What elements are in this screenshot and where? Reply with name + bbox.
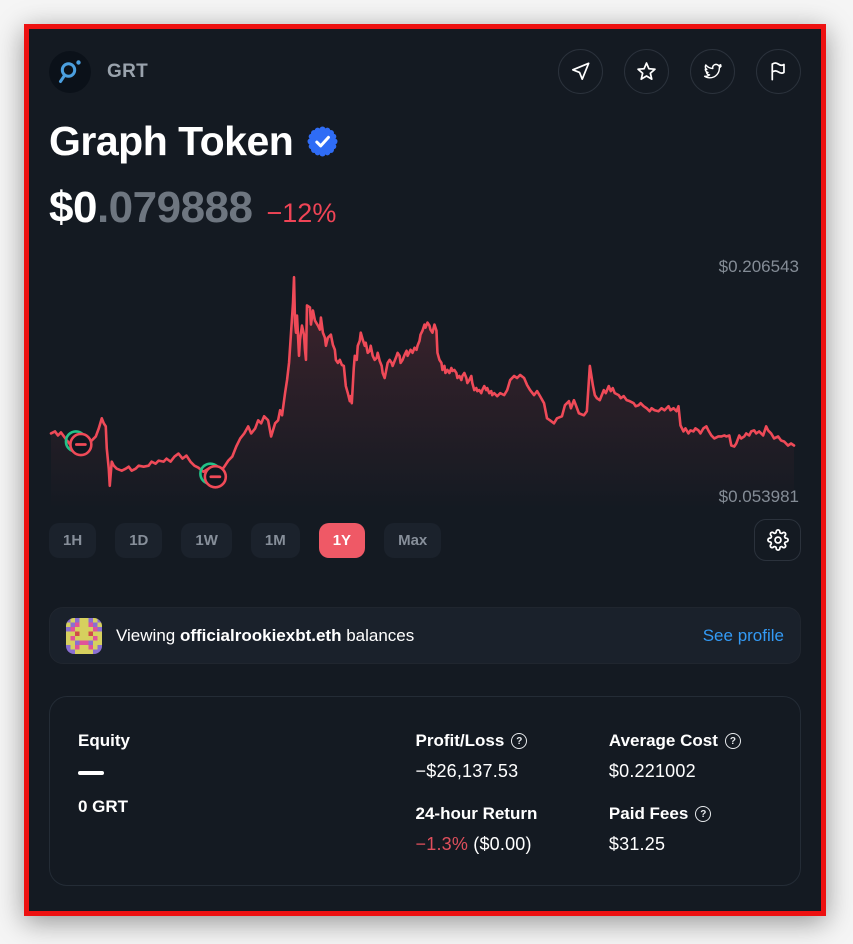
stat-label: Paid Fees? [609, 804, 772, 824]
equity-amount: 0 GRT [78, 797, 129, 816]
equity-empty-dash [78, 771, 104, 775]
token-symbol: GRT [107, 60, 149, 82]
stats-card: Equity 0 GRT Profit/Loss? −$26,137.53 Aver… [49, 696, 801, 886]
account-avatar [66, 617, 102, 654]
chart-content [49, 275, 796, 509]
price-chart-svg [49, 275, 796, 509]
stat-label: Average Cost? [609, 731, 772, 751]
page-title: Graph Token [49, 118, 294, 164]
stat-label: 24-hour Return [415, 804, 538, 823]
stat-label: Profit/Loss? [416, 731, 609, 751]
header: GRT [49, 49, 801, 94]
stat-value: −$26,137.53 [415, 761, 519, 781]
send-icon [571, 62, 590, 81]
twitter-icon [703, 63, 722, 79]
range-button-1w[interactable]: 1W [181, 522, 232, 558]
price-change: −12% [266, 198, 337, 228]
graph-protocol-icon [59, 59, 81, 83]
app-window: GRT Graph Token [24, 24, 826, 916]
price-decimals: .079888 [96, 183, 253, 232]
transaction-marker-sell[interactable] [64, 430, 93, 457]
chart-settings-button[interactable] [754, 519, 801, 561]
range-selector: 1H 1D 1W 1M 1Y Max [49, 519, 801, 561]
price-whole: $0 [49, 183, 97, 232]
avatar-pixels [66, 617, 102, 654]
help-icon[interactable]: ? [511, 733, 528, 749]
stat-cell-paid-fees: Paid Fees? $31.25 [609, 804, 772, 855]
stat-cell-average-cost: Average Cost? $0.221002 [609, 731, 772, 782]
range-button-1m[interactable]: 1M [250, 522, 300, 558]
verified-badge-icon [307, 126, 338, 157]
chart-low-label: $0.053981 [718, 487, 799, 506]
stat-value: −1.3% ($0.00) [415, 834, 532, 854]
flag-icon [771, 62, 785, 81]
viewing-banner: Viewing officialrookiexbt.eth balances S… [49, 607, 801, 664]
help-icon[interactable]: ? [724, 733, 741, 749]
stat-cell-profit-loss: Profit/Loss? −$26,137.53 [416, 731, 609, 782]
star-icon [637, 62, 656, 81]
chart-area-fill [50, 277, 795, 509]
transaction-marker-sell[interactable] [199, 462, 228, 489]
range-button-max[interactable]: Max [384, 522, 442, 558]
viewing-text: Viewing officialrookiexbt.eth balances [116, 625, 415, 645]
grt-token-logo [49, 50, 91, 93]
range-button-1y[interactable]: 1Y [318, 522, 366, 558]
range-button-1d[interactable]: 1D [115, 522, 163, 558]
equity-block: Equity 0 GRT [78, 731, 416, 855]
stat-cell-24-hour-return: 24-hour Return −1.3% ($0.00) [416, 804, 609, 855]
stats-grid: Equity 0 GRT Profit/Loss? −$26,137.53 Aver… [78, 731, 772, 855]
help-icon[interactable]: ? [695, 806, 712, 822]
price-chart[interactable]: $0.206543 $0.053981 [49, 247, 801, 509]
report-button[interactable] [756, 49, 801, 94]
send-button[interactable] [558, 49, 603, 94]
chart-high-label: $0.206543 [718, 257, 799, 276]
price-line [49, 275, 796, 488]
twitter-button[interactable] [690, 49, 735, 94]
price-row: $0 .079888 −12% [49, 183, 801, 233]
stat-value: $0.221002 [608, 761, 696, 781]
favorite-button[interactable] [624, 49, 669, 94]
account-name: officialrookiexbt.eth [179, 625, 342, 645]
header-actions [558, 49, 801, 94]
token-identity: GRT [49, 50, 149, 93]
range-button-1h[interactable]: 1H [49, 522, 97, 558]
stat-value: $31.25 [608, 834, 666, 854]
gear-icon [766, 529, 789, 551]
equity-label: Equity [78, 731, 130, 750]
see-profile-link[interactable]: See profile [702, 625, 784, 645]
